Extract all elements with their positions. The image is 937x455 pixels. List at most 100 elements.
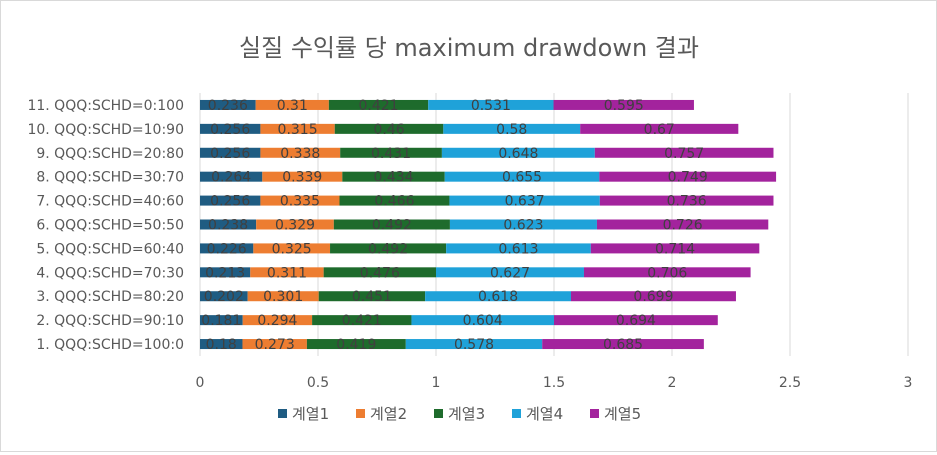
bar-segment	[323, 267, 436, 278]
bar-segment	[443, 123, 581, 134]
data-label: 0.613	[498, 241, 538, 257]
data-label: 0.202	[204, 289, 244, 305]
bar-segment	[599, 171, 777, 182]
legend-swatch	[356, 409, 365, 418]
legend-swatch	[278, 409, 287, 418]
data-label: 0.492	[372, 218, 412, 234]
x-tick-label: 2.5	[779, 375, 801, 391]
data-label: 0.325	[272, 241, 312, 257]
data-label: 0.749	[668, 170, 708, 186]
category-label: 11. QQQ:SCHD=0:100	[27, 98, 184, 114]
bar-segment	[590, 243, 760, 254]
data-label: 0.46	[373, 122, 404, 138]
bar-segment	[330, 243, 447, 254]
legend-label: 계열5	[604, 405, 641, 423]
legend-label: 계열3	[448, 405, 485, 423]
data-label: 0.58	[496, 122, 527, 138]
category-label: 9. QQQ:SCHD=20:80	[36, 146, 184, 162]
data-labels: 0.18 0.273 0.419 0.578 0.685 0.181 0.294 0.421 0…	[201, 98, 707, 353]
data-label: 0.31	[277, 98, 308, 114]
data-label: 0.236	[208, 98, 248, 114]
data-label: 0.339	[282, 170, 322, 186]
bar-segment	[342, 171, 445, 182]
data-label: 0.18	[206, 337, 237, 353]
bar-segment	[200, 171, 263, 182]
bar-segment	[405, 339, 543, 350]
data-label: 0.421	[358, 98, 398, 114]
data-label: 0.531	[471, 98, 511, 114]
x-tick-label: 0.5	[307, 375, 329, 391]
bar-segment	[260, 147, 341, 158]
data-label: 0.315	[278, 122, 318, 138]
bar-segment	[428, 99, 554, 110]
data-label: 0.726	[663, 218, 703, 234]
bar-segment	[449, 195, 600, 206]
data-label: 0.181	[201, 313, 241, 329]
category-label: 1. QQQ:SCHD=100:0	[36, 337, 184, 353]
bar-segment	[553, 99, 694, 110]
bar-segment	[599, 195, 774, 206]
data-label: 0.685	[603, 337, 643, 353]
bar-segment	[200, 147, 261, 158]
data-label: 0.311	[267, 265, 307, 281]
data-label: 0.604	[463, 313, 503, 329]
bar-segment	[200, 99, 256, 110]
data-label: 0.476	[360, 265, 400, 281]
bar-segment	[446, 243, 591, 254]
data-label: 0.67	[644, 122, 675, 138]
data-label: 0.419	[336, 337, 376, 353]
data-label: 0.618	[478, 289, 518, 305]
x-tick-label: 1	[432, 375, 441, 391]
bar-segment	[312, 315, 412, 326]
bar-segment	[444, 171, 600, 182]
x-axis-ticks: 0 0.5 1 1.5 2 2.5 3	[196, 375, 913, 391]
bar-segment	[328, 99, 429, 110]
data-label: 0.466	[374, 194, 414, 210]
data-label: 0.421	[342, 313, 382, 329]
data-label: 0.338	[280, 146, 320, 162]
category-label: 6. QQQ:SCHD=50:50	[36, 218, 184, 234]
legend-swatch	[434, 409, 443, 418]
bar-segment	[340, 147, 442, 158]
category-label: 8. QQQ:SCHD=30:70	[36, 170, 184, 186]
data-label: 0.335	[280, 194, 320, 210]
data-label: 0.451	[352, 289, 392, 305]
bar-segment	[441, 147, 595, 158]
bar-segment	[200, 243, 254, 254]
bar-segment	[306, 339, 406, 350]
x-tick-label: 1.5	[543, 375, 565, 391]
data-label: 0.256	[210, 122, 250, 138]
category-label: 2. QQQ:SCHD=90:10	[36, 313, 184, 329]
bar-segment	[570, 291, 736, 302]
category-label: 4. QQQ:SCHD=70:30	[36, 265, 184, 281]
data-label: 0.706	[647, 265, 687, 281]
bar-segment	[583, 267, 751, 278]
bar-segment	[318, 291, 426, 302]
bar-segment	[200, 219, 257, 230]
bar-segment	[425, 291, 571, 302]
bar-segment	[200, 291, 248, 302]
bar-segment	[200, 267, 251, 278]
bar-segment	[200, 123, 261, 134]
category-labels: 1. QQQ:SCHD=100:0 2. QQQ:SCHD=90:10 3. QQQ…	[27, 98, 184, 353]
bar-segment	[255, 99, 329, 110]
category-label: 7. QQQ:SCHD=40:60	[36, 194, 184, 210]
bar-segment	[334, 123, 444, 134]
bar-segment	[554, 315, 718, 326]
data-label: 0.431	[371, 146, 411, 162]
bar-segment	[200, 195, 261, 206]
bar-segment	[542, 339, 704, 350]
data-label: 0.264	[211, 170, 251, 186]
data-label: 0.301	[263, 289, 303, 305]
data-label: 0.736	[667, 194, 707, 210]
bar-segment	[250, 267, 324, 278]
bar-segment	[262, 171, 343, 182]
bar-segment	[594, 147, 774, 158]
legend-label: 계열1	[292, 405, 329, 423]
data-label: 0.294	[257, 313, 297, 329]
category-label: 3. QQQ:SCHD=80:20	[36, 289, 184, 305]
bar-segment	[596, 219, 769, 230]
bar-segment	[260, 195, 340, 206]
data-label: 0.627	[490, 265, 530, 281]
